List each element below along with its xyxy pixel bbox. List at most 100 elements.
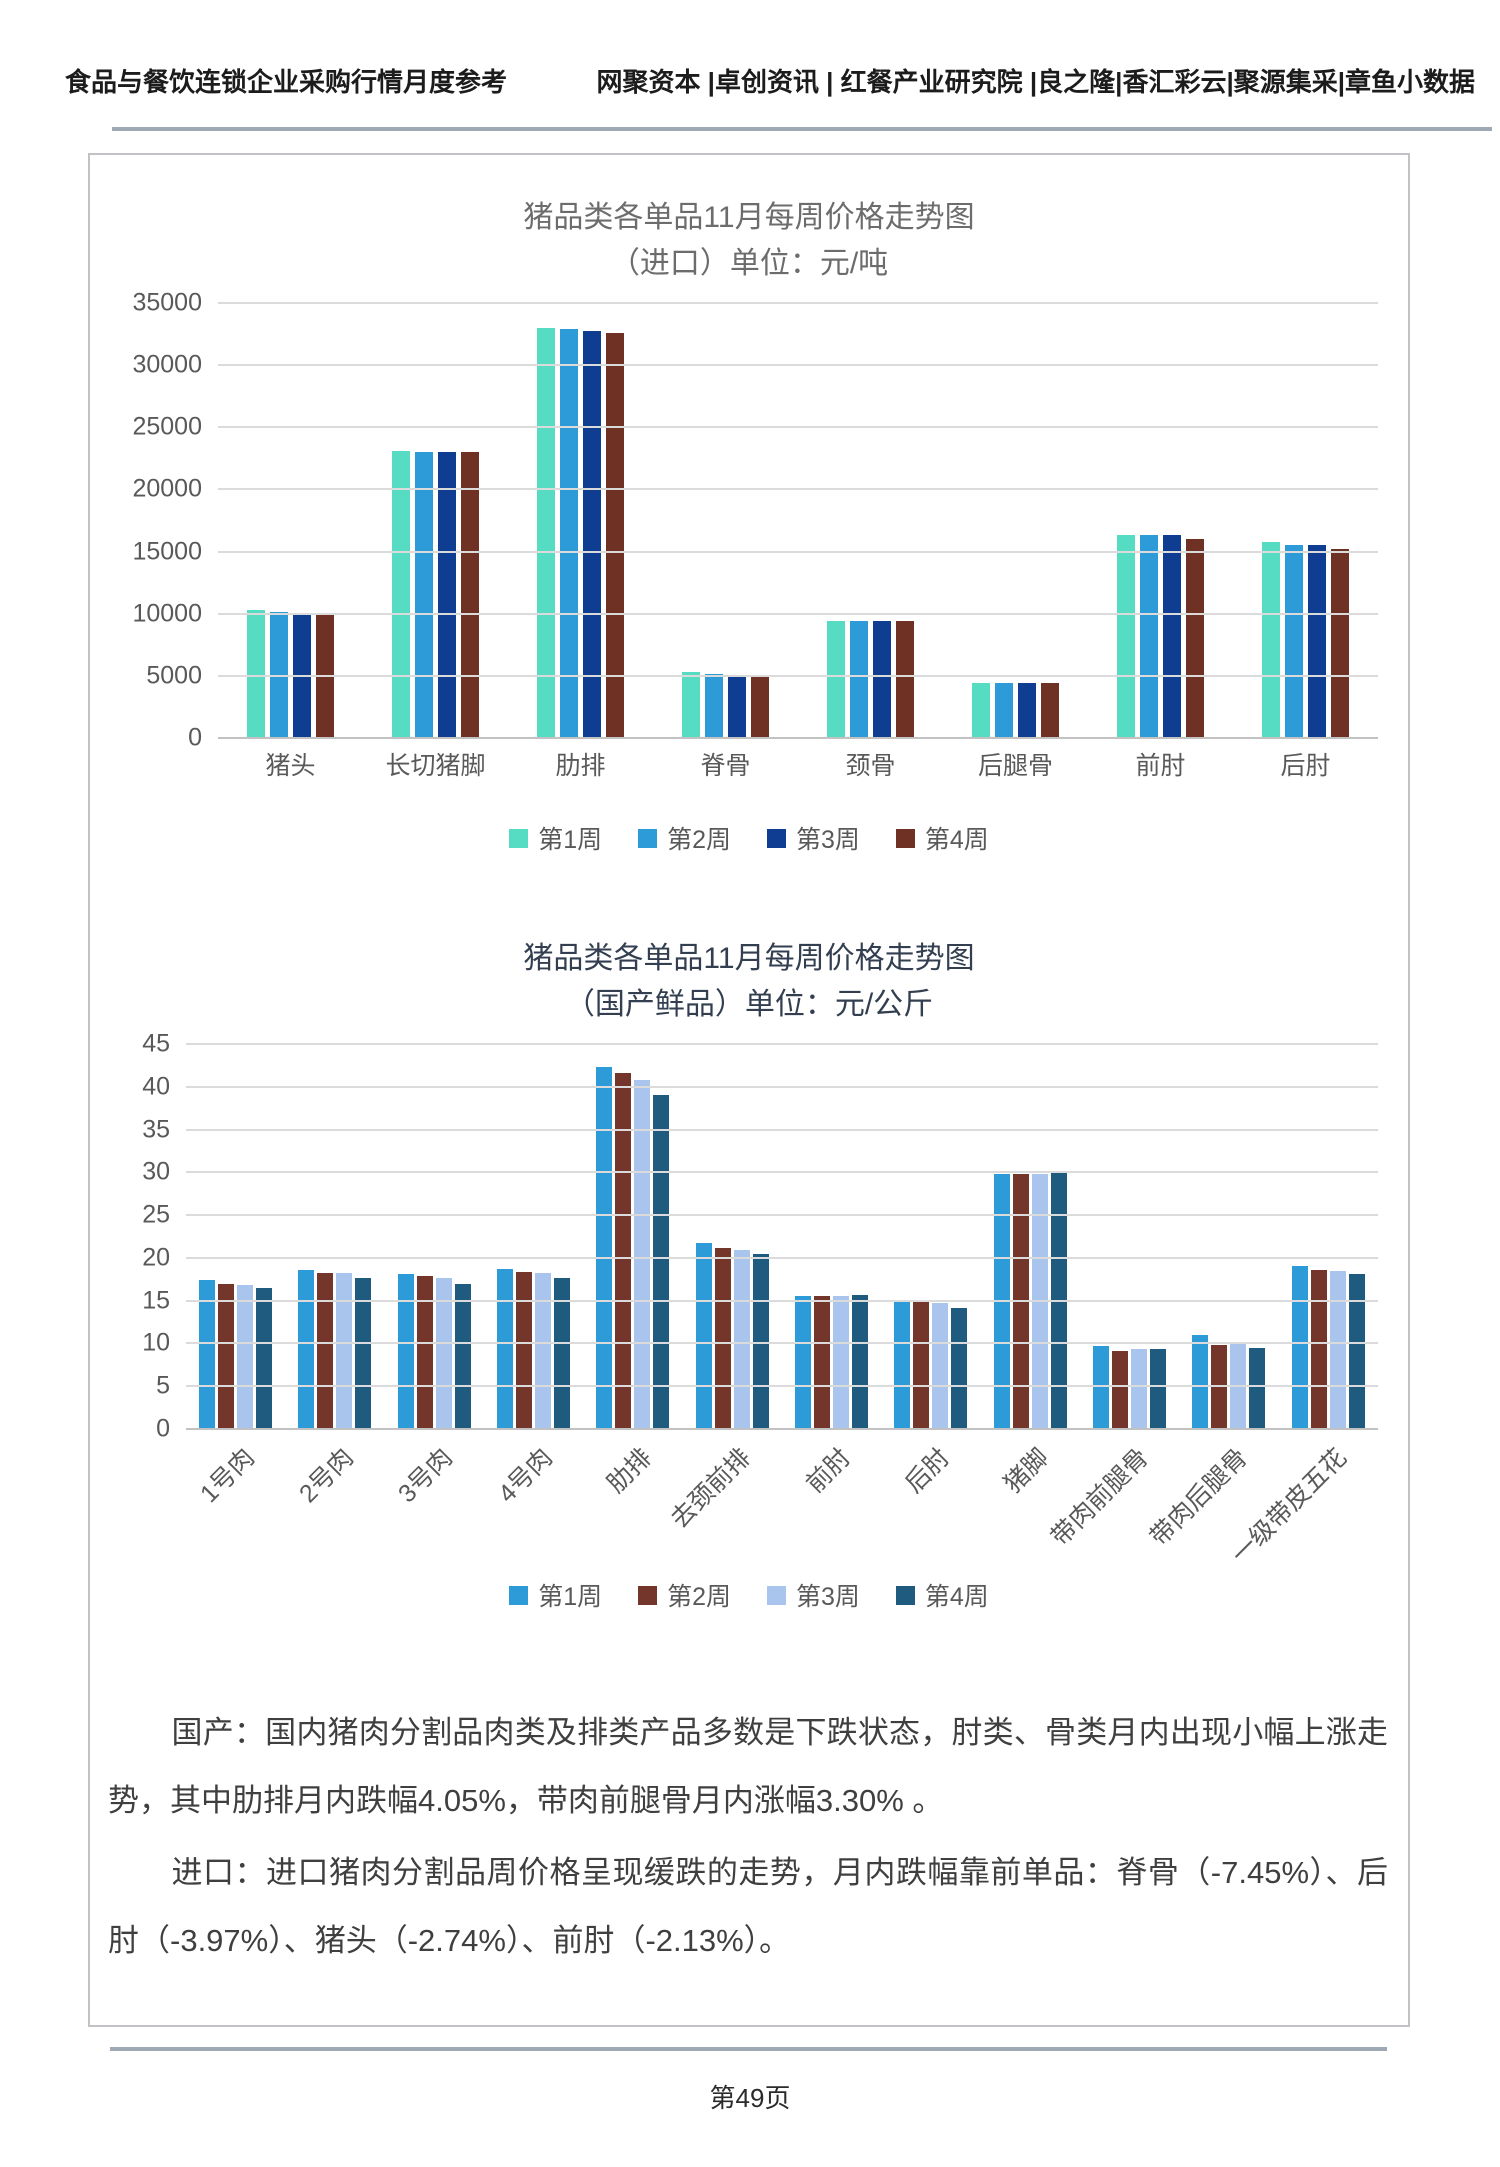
y-tick-label: 15: [142, 1286, 170, 1315]
bar-group: [798, 303, 943, 738]
gridline: [218, 488, 1378, 491]
bar: [913, 1301, 930, 1429]
bar-group: [653, 303, 798, 738]
chart-title-line2: （国产鲜品）单位：元/公斤: [564, 988, 934, 1021]
bar: [1018, 683, 1036, 738]
chart-title-line1: 猪品类各单品11月每周价格走势图: [523, 201, 975, 234]
y-tick-label: 0: [188, 723, 202, 752]
legend-swatch: [767, 828, 786, 848]
legend: 第1周 第2周 第3周 第4周: [90, 820, 1408, 856]
plot-column: 1号肉 2号肉 3号肉 4号肉 肋排 去颈前排 前肘 后肘 猪脚 带肉前腿骨 带肉后腿骨 一级带皮五花: [186, 1043, 1378, 1569]
y-tick-label: 5000: [146, 661, 202, 690]
bar: [415, 452, 433, 738]
bar-group: [186, 1044, 285, 1429]
bar-group: [1233, 303, 1378, 738]
bar-group: [1088, 303, 1233, 738]
bar: [951, 1307, 968, 1429]
y-tick-label: 35000: [132, 288, 202, 317]
legend-item: 第3周: [767, 1577, 860, 1613]
bar: [695, 1242, 712, 1429]
legend-swatch: [895, 1585, 915, 1605]
bar: [1140, 534, 1158, 738]
bar-group: [1080, 1044, 1179, 1429]
bar: [705, 674, 723, 738]
plot-area: [218, 302, 1378, 739]
x-category-label-text: 猪脚: [999, 1443, 1055, 1499]
bar: [733, 1250, 750, 1429]
bar: [497, 1269, 514, 1429]
bar-group: [981, 1044, 1080, 1429]
legend-item: 第4周: [895, 820, 989, 856]
bar: [1331, 549, 1349, 738]
bar-group: [583, 1044, 682, 1429]
bar: [995, 683, 1013, 738]
bar: [247, 610, 265, 738]
x-category-label-text: 去颈前排: [665, 1443, 757, 1534]
gridline: [186, 1342, 1378, 1345]
bar-group: [1179, 1044, 1278, 1429]
x-category-label: 长切猪脚: [385, 752, 486, 780]
x-category-label: 后肘: [1280, 752, 1331, 780]
chart-frame: 0 5 10 15 20 25 30 35 40 45 1号肉 2号肉 3号肉 4号肉 肋排 去颈前排 前肘后…: [90, 1030, 1408, 1569]
bar: [1329, 1270, 1346, 1429]
legend-label: 第1周: [538, 826, 603, 854]
x-category-label-text: 肋排: [601, 1443, 658, 1499]
bar: [336, 1273, 353, 1429]
legend-item: 第2周: [638, 820, 731, 856]
legend-label: 第3周: [796, 1583, 860, 1611]
x-category-label-text: 后肘: [899, 1443, 956, 1499]
bar: [554, 1277, 571, 1429]
chart-import-weekly-prices: 猪品类各单品11月每周价格走势图 （进口）单位：元/吨 0 5000 10000 15…: [90, 195, 1408, 856]
bar-group: [943, 303, 1088, 738]
bar: [1291, 1266, 1308, 1429]
bar-group: [218, 303, 363, 738]
bar: [516, 1272, 533, 1429]
x-axis-labels: 猪头 长切猪脚 肋排 脊骨 颈骨 后腿骨 前肘 后肘: [218, 746, 1378, 790]
legend-label: 第2周: [667, 826, 731, 854]
y-tick-label: 30: [142, 1157, 170, 1186]
plot-column: 猪头 长切猪脚 肋排 脊骨 颈骨 后腿骨 前肘 后肘: [218, 302, 1378, 790]
x-category-label: 肋排: [555, 752, 606, 780]
legend-label: 第4周: [924, 826, 989, 854]
x-category-label-text: 1号肉: [194, 1443, 260, 1509]
bar: [1310, 1269, 1327, 1429]
chart-title-line1: 猪品类各单品11月每周价格走势图: [523, 942, 975, 975]
bar-groups: [186, 1044, 1378, 1429]
y-tick-label: 35: [142, 1115, 170, 1144]
y-tick-label: 10000: [132, 599, 202, 628]
x-category-label-text: 带肉前腿骨: [1045, 1443, 1154, 1552]
legend-swatch: [767, 1585, 786, 1605]
bar: [814, 1296, 831, 1429]
bar: [435, 1277, 452, 1429]
legend-swatch: [509, 1585, 529, 1605]
gridline: [218, 612, 1378, 615]
legend-item: 第2周: [638, 1577, 731, 1613]
header-rule: [112, 127, 1492, 131]
bar: [795, 1295, 812, 1429]
legend-label: 第3周: [796, 826, 860, 854]
y-tick-label: 45: [142, 1029, 170, 1058]
y-tick-label: 25: [142, 1200, 170, 1229]
bar: [596, 1067, 613, 1429]
bar: [1262, 541, 1280, 738]
bar: [355, 1277, 372, 1429]
bar: [1041, 683, 1059, 738]
legend-swatch: [895, 828, 915, 848]
paragraph-domestic: 国产：国内猪肉分割品肉类及排类产品多数是下跌状态，肘类、骨类月内出现小幅上涨走势…: [108, 1715, 1388, 1818]
bar: [1163, 534, 1181, 738]
legend-label: 第4周: [924, 1583, 989, 1611]
header-sources: 网聚资本 |卓创资讯 | 红餐产业研究院 |良之隆|香汇彩云|聚源集采|章鱼小数…: [596, 67, 1475, 97]
bar: [833, 1296, 850, 1429]
bar: [1348, 1274, 1365, 1429]
bar: [199, 1280, 216, 1429]
legend-label: 第1周: [538, 1583, 603, 1611]
gridline: [186, 1299, 1378, 1302]
bar: [682, 672, 700, 738]
bar: [397, 1274, 414, 1429]
bar-group: [508, 303, 653, 738]
bar: [454, 1283, 471, 1429]
gridline: [218, 674, 1378, 677]
page-number: 第49页: [709, 2083, 791, 2113]
bar: [1249, 1347, 1266, 1429]
bar: [256, 1287, 273, 1429]
